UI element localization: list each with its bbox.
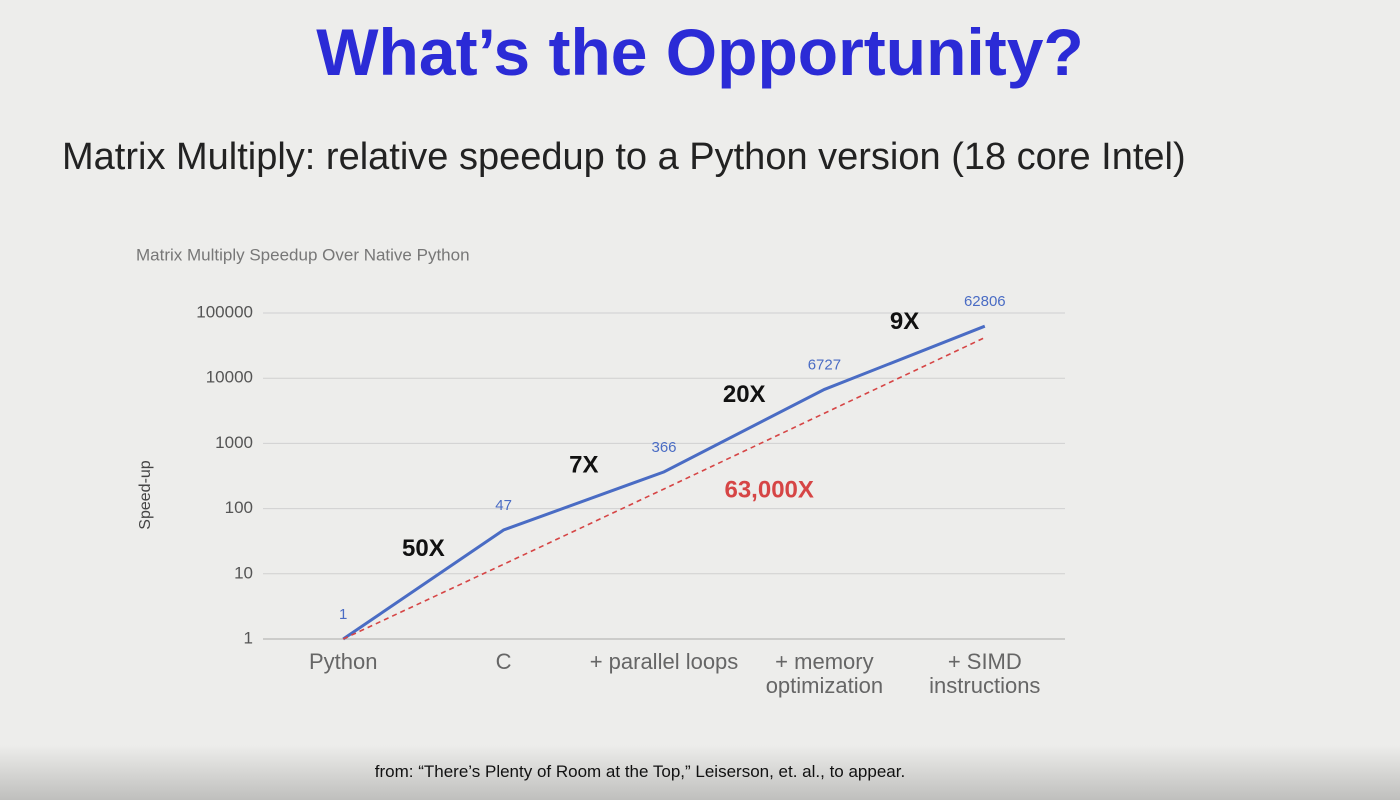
chart-title: Matrix Multiply Speedup Over Native Pyth… [136,245,470,264]
trend-annotation: 63,000X [724,476,813,503]
y-tick-label: 10000 [206,368,253,387]
y-tick-label: 1 [244,628,253,647]
y-axis-label: Speed-up [137,460,154,529]
slide-title: What’s the Opportunity? [316,15,1084,89]
step-annotation: 50X [402,535,445,562]
data-line [342,324,986,641]
data-label: 1 [339,606,347,623]
y-tick-label: 10 [234,563,253,582]
y-tick-label: 100000 [196,302,253,321]
bottom-shade [0,745,1400,800]
step-annotation: 20X [723,381,766,408]
data-label: 62806 [964,293,1006,310]
x-tick-label: + memory optimization [765,649,884,698]
slide-subtitle: Matrix Multiply: relative speedup to a P… [62,136,1186,178]
step-annotation: 9X [890,308,919,335]
x-tick-label: C [495,649,512,674]
y-tick-label: 1000 [215,433,253,452]
x-tick-label: + SIMD instructions [929,649,1041,698]
footnote: from: “There’s Plenty of Room at the Top… [374,762,906,781]
trend-line [342,336,986,640]
data-label: 366 [651,439,676,456]
step-annotation: 7X [569,451,598,478]
x-tick-label: Python [308,649,378,674]
data-label: 47 [495,497,512,514]
data-label: 6727 [808,356,841,373]
y-tick-label: 100 [225,498,253,517]
x-tick-label: + parallel loops [589,649,739,674]
